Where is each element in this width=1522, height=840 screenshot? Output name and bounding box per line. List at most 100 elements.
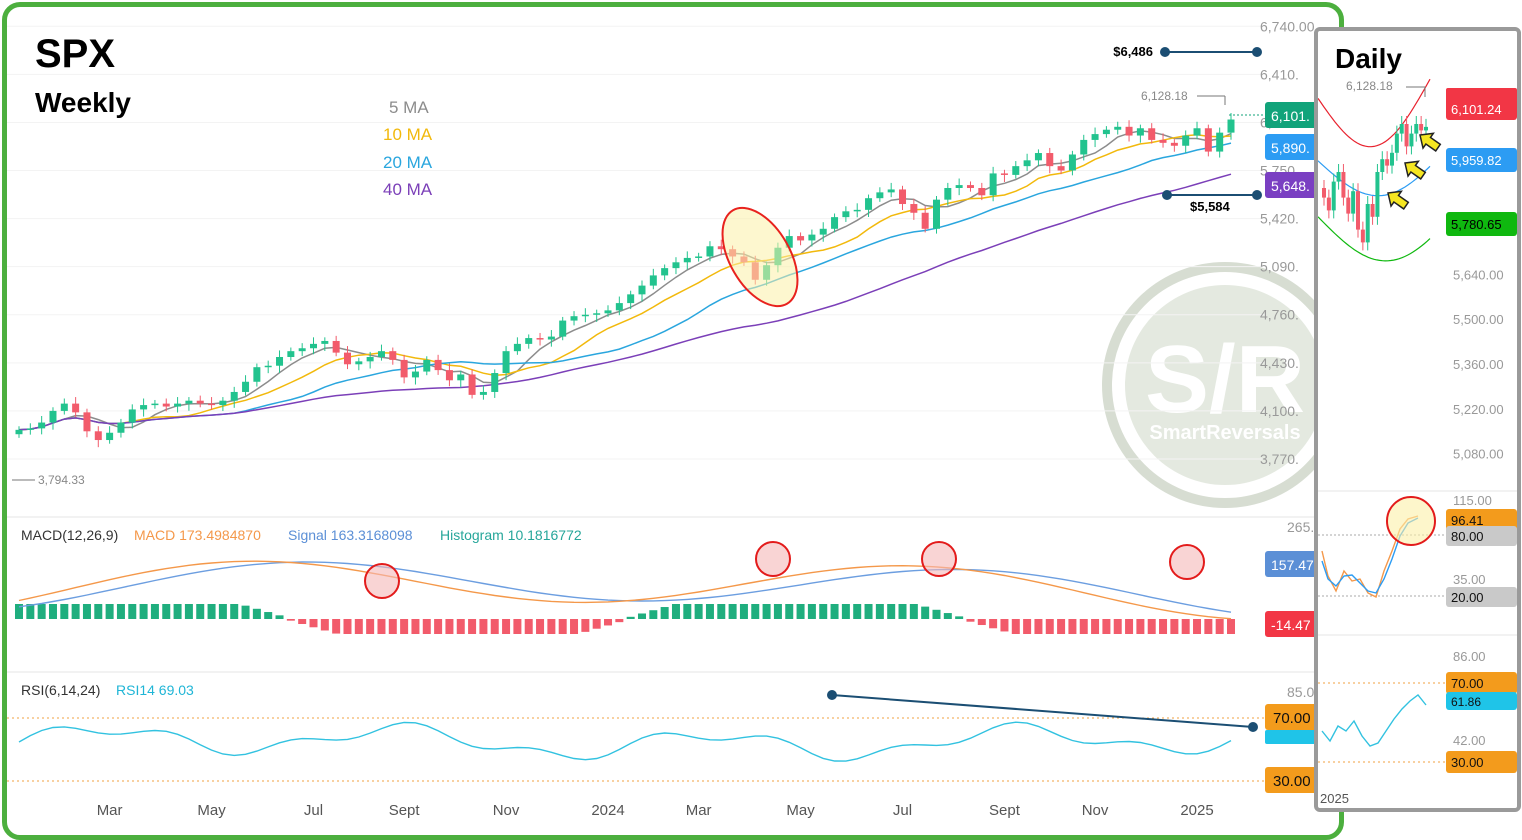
daily-osc2-panel: 86.00 42.00 70.00 61.86 30.00 [1318, 649, 1517, 773]
histogram-bar [1000, 619, 1009, 632]
histogram-bar [343, 619, 352, 634]
target-high-label: $6,486 [1113, 44, 1153, 59]
daily-osc2-mid: 42.00 [1453, 733, 1486, 748]
candle-body [242, 381, 250, 392]
candle-body [321, 340, 329, 344]
candle-body [887, 189, 895, 193]
daily-candle-body [1360, 229, 1365, 243]
histogram-bar [660, 607, 669, 619]
candle-body [865, 198, 873, 210]
target-high-dot-left [1160, 47, 1170, 57]
histogram-bar [1102, 619, 1111, 634]
arrow-icon-1 [1419, 132, 1442, 152]
histogram-bar [490, 619, 499, 634]
macd-badge-blue-text: 157.47 [1271, 557, 1314, 573]
histogram-bar [1057, 619, 1066, 634]
candle-body [117, 422, 125, 433]
candle-body [1057, 166, 1065, 171]
legend-10ma: 10 MA [383, 125, 433, 144]
daily-osc2-badge-hi-text: 61.86 [1451, 695, 1481, 709]
candle-body [310, 343, 318, 349]
candle-body [1193, 128, 1201, 136]
histogram-bar [105, 604, 114, 619]
candle-body [26, 428, 34, 430]
histogram-bar [570, 619, 579, 634]
daily-candle-body [1390, 152, 1394, 166]
candle-body [683, 257, 691, 263]
candle-body [1227, 119, 1235, 133]
histogram-bar [1181, 619, 1190, 634]
candle-body [672, 262, 680, 269]
daily-chart-svg: Daily 6,200.005,640.005,500.005,360.005,… [1318, 43, 1517, 806]
histogram-bar [377, 619, 386, 634]
histogram-bar [196, 604, 205, 619]
low-marker-label: 3,794.33 [38, 473, 85, 487]
candle-body [932, 199, 940, 229]
daily-candles [1322, 116, 1428, 251]
histogram-bar [1204, 619, 1213, 634]
candle-body [457, 374, 465, 381]
histogram-bar [309, 619, 318, 628]
candle-body [479, 391, 487, 395]
candle-body [106, 432, 114, 441]
histogram-bar [751, 604, 760, 619]
histogram-bar [604, 619, 613, 626]
target-low-label: $5,584 [1190, 199, 1231, 214]
daily-osc2-badge-30-text: 30.00 [1451, 755, 1484, 770]
candle-body [989, 173, 997, 196]
x-tick-label: Jul [893, 802, 912, 819]
watermark-disc [1125, 285, 1325, 485]
histogram-bar [728, 604, 737, 619]
histogram-bar [683, 604, 692, 619]
candle-body [547, 336, 555, 340]
histogram-bar [1227, 619, 1235, 634]
daily-candle-body [1336, 172, 1341, 182]
histogram-bar [943, 613, 952, 619]
candle-body [264, 365, 272, 368]
histogram-bar [48, 604, 57, 619]
candle-body [276, 356, 284, 366]
histogram-bar [207, 604, 216, 619]
y-tick-label: 6,410. [1260, 66, 1299, 82]
daily-badges: 6,101.24 5,959.82 5,780.65 [1446, 88, 1517, 236]
histogram-bar [422, 619, 431, 634]
histogram-bar [298, 619, 307, 624]
x-tick-label: May [786, 802, 815, 819]
y-tick-label: 4,760. [1260, 307, 1299, 323]
ma-line-20 [18, 142, 1232, 431]
candle-body [695, 256, 703, 258]
candle-body [15, 429, 23, 435]
candle-body [706, 246, 714, 257]
histogram-bar [694, 604, 703, 619]
legend-40ma: 40 MA [383, 180, 433, 199]
daily-candle-body [1380, 159, 1385, 172]
daily-osc1-badge-hi [1446, 509, 1517, 531]
daily-osc2-line [1321, 694, 1427, 747]
daily-osc1-top: 115.00 [1453, 493, 1492, 508]
histogram-bar [445, 619, 454, 634]
low-marker: 3,794.33 [12, 473, 85, 487]
histogram-bar [762, 604, 771, 619]
histogram-bar [1034, 619, 1043, 634]
daily-osc2-badge-hi [1446, 692, 1517, 710]
histogram-bar [26, 604, 35, 619]
histogram-bar [388, 619, 397, 634]
daily-candle-body [1356, 191, 1360, 230]
candle-body [1034, 153, 1042, 161]
histogram-bar [230, 604, 239, 619]
histogram-bar [332, 619, 341, 634]
candle-body [842, 211, 850, 218]
histogram-bar [400, 619, 409, 634]
histogram-bar [966, 619, 975, 622]
histogram-bar [15, 604, 23, 619]
candle-body [649, 275, 657, 286]
histogram-bar [853, 604, 862, 619]
weekly-candles [15, 112, 1235, 448]
daily-badge-last-text: 6,101.24 [1451, 102, 1502, 117]
weekly-gridlines [7, 25, 1265, 460]
rsi-badge-70-text: 70.00 [1273, 710, 1311, 727]
candle-body [185, 400, 193, 404]
chart-title: SPX [35, 32, 115, 76]
daily-candle-body [1385, 159, 1390, 166]
histogram-bar [434, 619, 443, 634]
